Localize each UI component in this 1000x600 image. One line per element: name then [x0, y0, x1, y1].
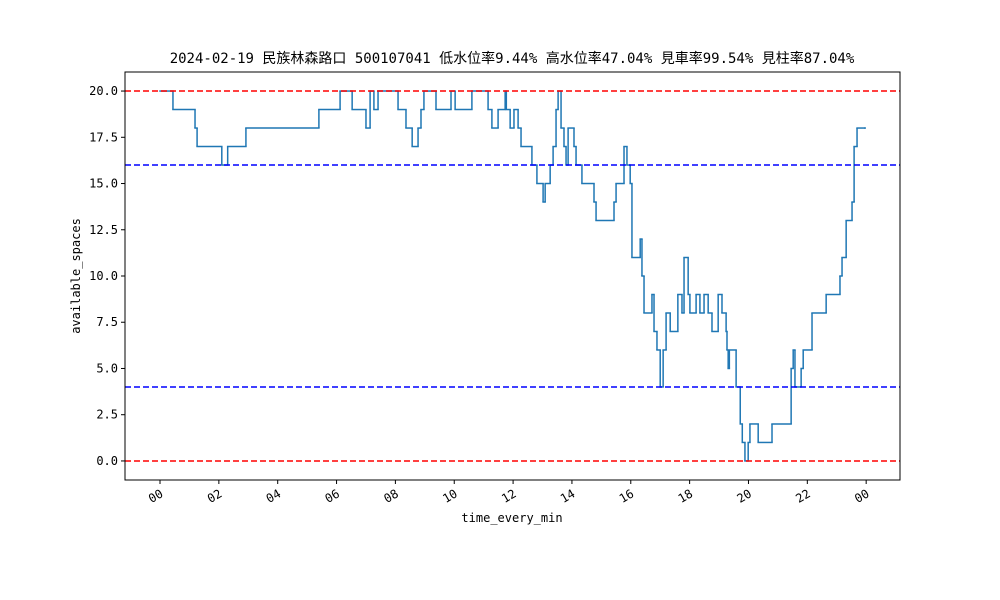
x-tick-label: 16 — [617, 486, 637, 505]
plot-frame — [124, 71, 901, 481]
x-axis-label: time_every_min — [461, 511, 562, 525]
x-tick-label: 20 — [734, 486, 754, 505]
y-tick-label: 20.0 — [89, 84, 118, 98]
y-tick-label: 5.0 — [96, 361, 118, 375]
chart-title: 2024-02-19 民族林森路口 500107041 低水位率9.44% 高水… — [170, 50, 855, 67]
x-tick-label: 08 — [381, 486, 401, 505]
x-tick-label: 10 — [440, 486, 460, 505]
x-tick-label: 18 — [676, 486, 696, 505]
x-tick-label: 02 — [205, 486, 225, 505]
y-tick-label: 0.0 — [96, 454, 118, 468]
x-tick-label: 22 — [793, 486, 813, 505]
x-tick-label: 00 — [146, 486, 166, 505]
y-tick-label: 2.5 — [96, 408, 118, 422]
x-tick-label: 06 — [323, 486, 343, 505]
y-tick-label: 15.0 — [89, 177, 118, 191]
y-axis-label: available_spaces — [69, 218, 83, 334]
x-tick-label: 04 — [264, 486, 284, 505]
y-tick-label: 10.0 — [89, 269, 118, 283]
x-tick-label: 12 — [499, 486, 519, 505]
x-tick-label: 14 — [558, 486, 578, 505]
y-tick-label: 7.5 — [96, 315, 118, 329]
y-tick-label: 17.5 — [89, 130, 118, 144]
x-tick-label: 00 — [852, 486, 872, 505]
y-tick-label: 12.5 — [89, 223, 118, 237]
